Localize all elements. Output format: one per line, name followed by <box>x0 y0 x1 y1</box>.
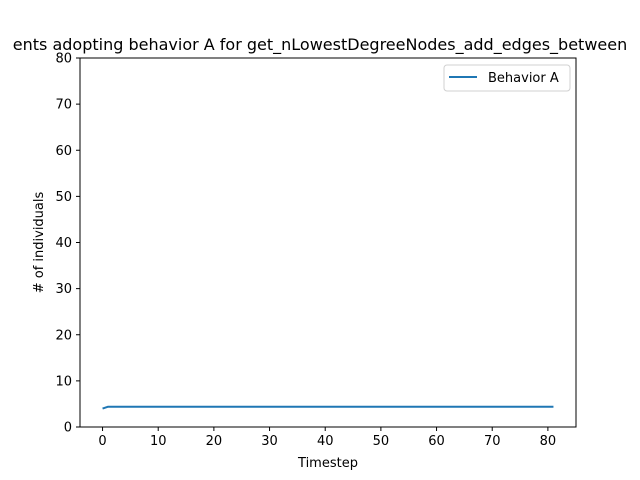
legend-box <box>443 64 571 92</box>
y-tick-label: 40 <box>55 236 72 251</box>
axes-frame <box>79 57 577 428</box>
y-tick-label: 70 <box>55 98 72 113</box>
y-tick-label: 50 <box>55 190 72 205</box>
plot-area <box>80 58 576 427</box>
x-tick-label: 60 <box>428 434 445 449</box>
y-tick-label: 80 <box>55 52 72 67</box>
x-tick-label: 80 <box>540 434 557 449</box>
y-tick-label: 30 <box>55 282 72 297</box>
x-axis: 0 10 20 30 40 50 60 70 80 <box>98 427 556 449</box>
x-tick-label: 50 <box>373 434 390 449</box>
x-tick-label: 20 <box>206 434 223 449</box>
x-tick-label: 0 <box>98 434 106 449</box>
legend: Behavior A <box>443 64 571 92</box>
x-tick-label: 30 <box>261 434 278 449</box>
y-tick-label: 60 <box>55 144 72 159</box>
y-tick-label: 10 <box>55 374 72 389</box>
y-axis-label: # of individuals <box>32 192 47 294</box>
x-axis-label: Timestep <box>297 456 358 471</box>
series-line-0 <box>102 405 554 410</box>
y-tick-label: 0 <box>64 421 72 436</box>
legend-label-behavior-a: Behavior A <box>488 71 559 86</box>
y-axis: 0 10 20 30 40 50 60 70 80 <box>55 52 80 436</box>
y-tick-label: 20 <box>55 328 72 343</box>
chart-title: ents adopting behavior A for get_nLowest… <box>13 35 627 55</box>
x-tick-label: 10 <box>150 434 167 449</box>
x-tick-label: 40 <box>317 434 334 449</box>
data-layer <box>102 405 554 410</box>
x-tick-label: 70 <box>484 434 501 449</box>
axes-spines <box>79 57 577 428</box>
